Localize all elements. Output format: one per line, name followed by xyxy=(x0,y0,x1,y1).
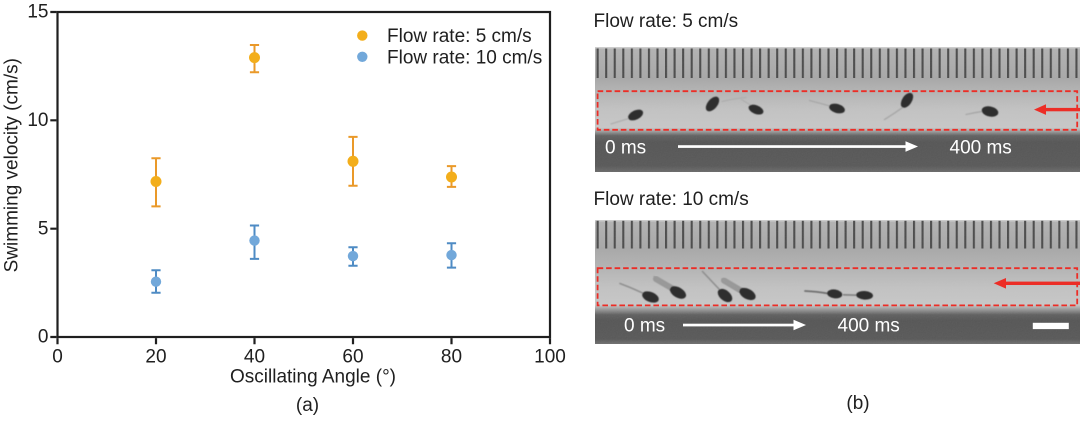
svg-text:Flow rate: 10 cm/s: Flow rate: 10 cm/s xyxy=(387,47,542,68)
svg-text:Oscillating Angle (°): Oscillating Angle (°) xyxy=(230,367,396,388)
svg-text:0 ms: 0 ms xyxy=(605,138,646,159)
svg-text:Flow rate: 5 cm/s: Flow rate: 5 cm/s xyxy=(594,11,739,32)
svg-text:0: 0 xyxy=(52,347,63,368)
svg-text:400 ms: 400 ms xyxy=(950,138,1012,159)
svg-text:(a): (a) xyxy=(296,395,319,416)
svg-text:0 ms: 0 ms xyxy=(624,316,665,337)
svg-text:5: 5 xyxy=(38,218,49,239)
svg-text:Swimming velocity (cm/s): Swimming velocity (cm/s) xyxy=(2,58,23,272)
svg-text:100: 100 xyxy=(534,347,566,368)
svg-text:Flow rate: 5 cm/s: Flow rate: 5 cm/s xyxy=(387,26,532,47)
svg-text:15: 15 xyxy=(27,2,48,23)
svg-text:20: 20 xyxy=(145,347,166,368)
svg-text:10: 10 xyxy=(27,110,48,131)
svg-text:(b): (b) xyxy=(846,393,869,414)
svg-text:400 ms: 400 ms xyxy=(838,316,900,337)
svg-text:40: 40 xyxy=(244,347,265,368)
svg-text:0: 0 xyxy=(38,327,49,348)
svg-text:80: 80 xyxy=(441,347,462,368)
svg-text:Flow rate: 10 cm/s: Flow rate: 10 cm/s xyxy=(594,189,749,210)
svg-text:60: 60 xyxy=(342,347,363,368)
